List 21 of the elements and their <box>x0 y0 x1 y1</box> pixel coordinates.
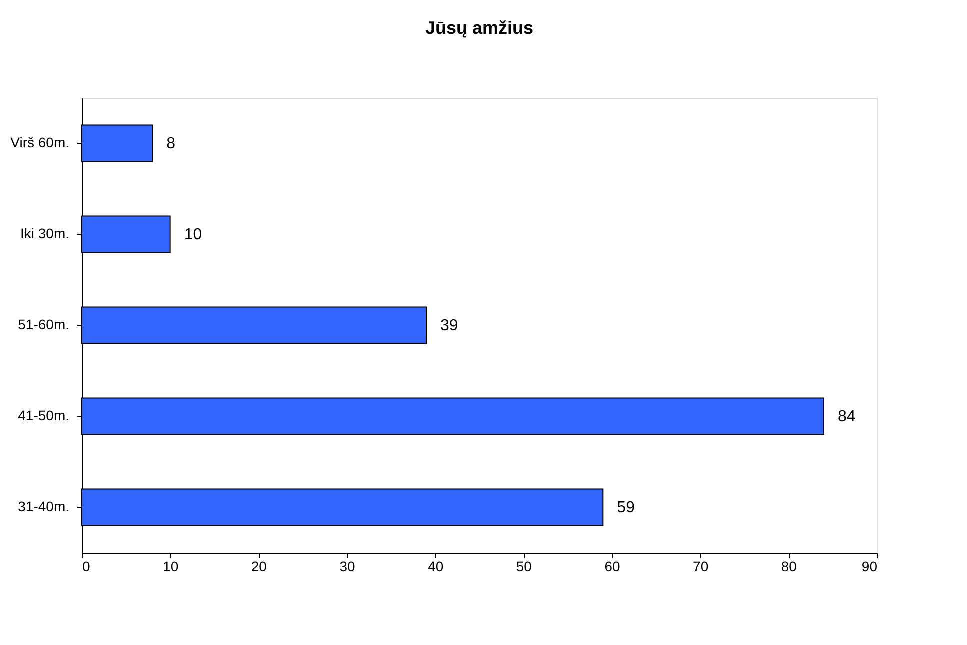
x-tick-label: 50 <box>516 558 532 574</box>
x-tick-label: 80 <box>781 558 798 574</box>
y-tick-label: 51-60m. <box>18 316 70 332</box>
x-tick-label: 20 <box>251 558 268 574</box>
x-tick-label: 10 <box>163 558 179 574</box>
x-tick-label: 90 <box>862 558 878 574</box>
y-tick-label: Iki 30m. <box>20 226 70 242</box>
x-tick-label: 30 <box>340 558 356 574</box>
x-tick-label: 60 <box>604 558 620 574</box>
x-tick-label: 0 <box>82 558 90 574</box>
data-label: 39 <box>440 318 458 334</box>
y-tick-label: Virš 60m. <box>10 134 70 150</box>
data-label: 59 <box>617 500 636 516</box>
x-tick-label: 40 <box>428 558 444 574</box>
y-tick-label: 31-40m. <box>18 498 70 514</box>
data-label: 10 <box>184 226 202 244</box>
x-tick-label: 70 <box>693 558 709 574</box>
y-tick-label: 41-50m. <box>18 408 70 424</box>
chart-title: Jūsų amžius <box>425 18 534 38</box>
data-label: 8 <box>166 136 176 152</box>
data-label: 84 <box>838 408 856 426</box>
